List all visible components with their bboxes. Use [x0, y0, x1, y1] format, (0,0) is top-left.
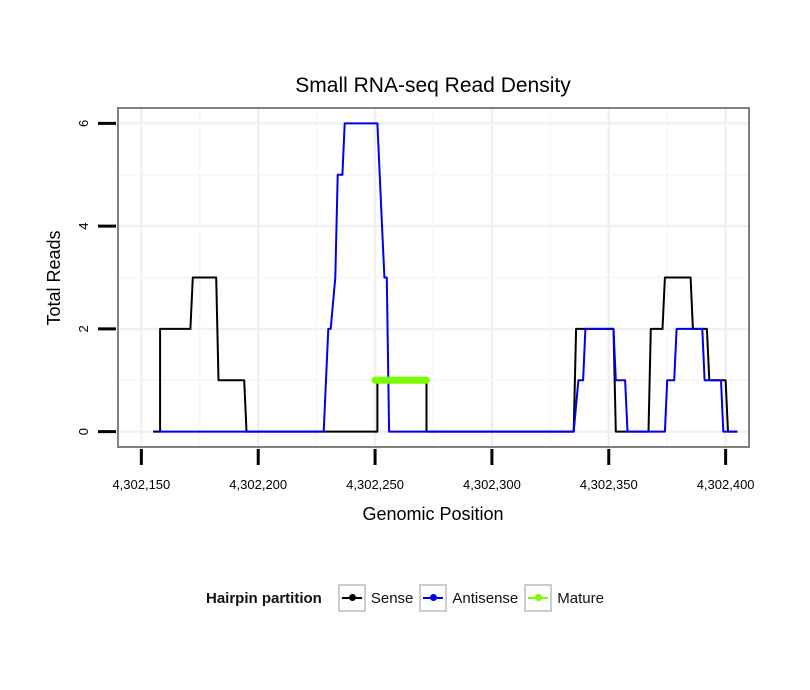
series-line-sense	[153, 276, 738, 433]
plot-panel-border	[117, 107, 750, 448]
y-tick-label-3: 6	[76, 120, 91, 127]
legend: Hairpin partition Sense Antisense Mature	[206, 582, 610, 614]
y-tick-label-0: 0	[76, 428, 91, 435]
legend-key-mature	[524, 584, 553, 612]
legend-item-mature: Mature	[524, 584, 604, 612]
x-tick-label-4: 4,302,350	[580, 477, 638, 492]
y-tick-label-1: 2	[76, 325, 91, 332]
x-tick-label-1: 4,302,200	[229, 477, 287, 492]
x-tick-label-5: 4,302,400	[697, 477, 755, 492]
legend-title: Hairpin partition	[206, 589, 322, 607]
series-layer	[153, 122, 738, 433]
legend-label-sense: Sense	[370, 589, 414, 607]
legend-key-sense	[337, 584, 366, 612]
x-tick-label-3: 4,302,300	[463, 477, 521, 492]
series-line-antisense	[157, 122, 738, 433]
legend-label-mature: Mature	[557, 589, 604, 607]
x-tick-label-2: 4,302,250	[346, 477, 404, 492]
grid-minor	[118, 108, 749, 447]
legend-item-sense: Sense	[337, 584, 414, 612]
legend-key-antisense	[419, 584, 448, 612]
y-axis-label: Total Reads	[44, 230, 64, 325]
axis-layer: 4,302,150 4,302,200 4,302,250 4,302,300 4,30…	[76, 120, 755, 492]
x-axis-label: Genomic Position	[362, 504, 503, 524]
chart-title: Small RNA-seq Read Density	[295, 74, 571, 97]
y-tick-label-2: 4	[76, 223, 91, 230]
legend-label-antisense: Antisense	[452, 589, 519, 607]
x-tick-label-0: 4,302,150	[112, 477, 170, 492]
legend-item-antisense: Antisense	[419, 584, 518, 612]
